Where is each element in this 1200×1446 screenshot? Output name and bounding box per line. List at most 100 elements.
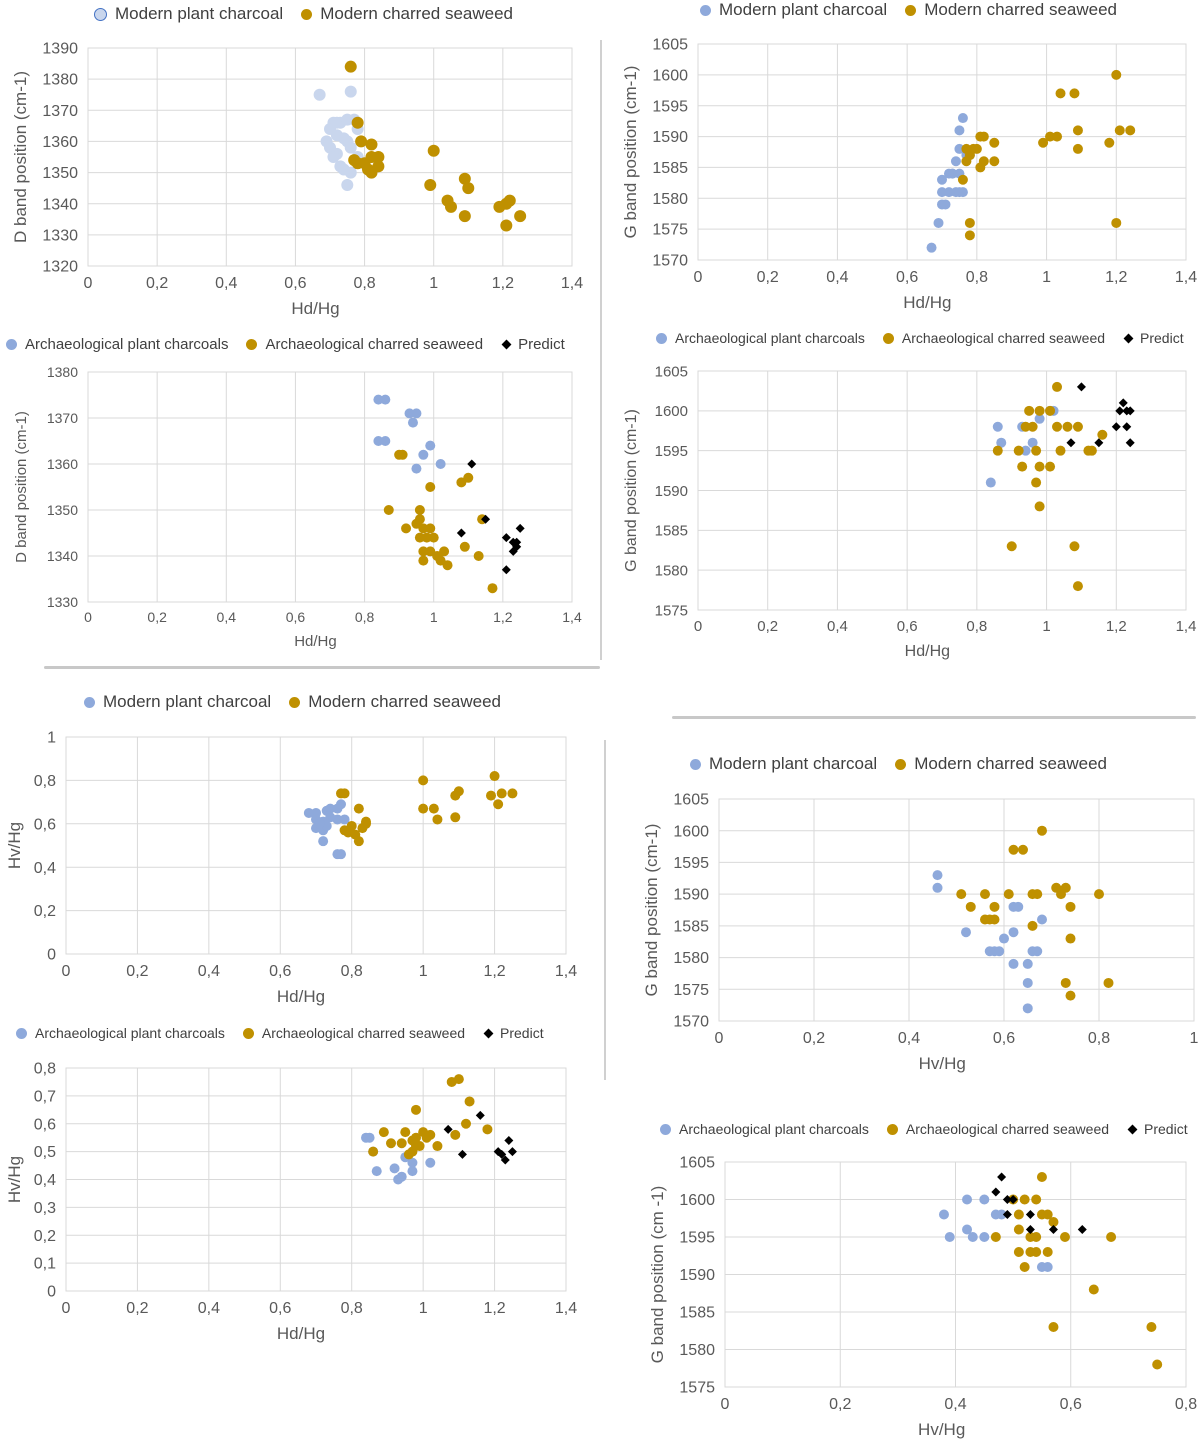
x-tick-label: 0 — [715, 1030, 724, 1047]
y-tick-label: 0,1 — [34, 1256, 56, 1273]
data-point — [407, 1166, 418, 1177]
data-point — [464, 1096, 475, 1107]
data-point — [1045, 131, 1056, 142]
predict-point — [500, 1155, 510, 1165]
legend-item: Archaeological plant charcoals — [6, 336, 228, 353]
data-point — [344, 85, 357, 98]
data-point — [975, 162, 986, 173]
data-point — [1052, 421, 1063, 432]
vertical-divider-top — [600, 40, 602, 660]
horizontal-divider-right — [672, 716, 1196, 719]
legend-item: Archaeological charred seaweed — [882, 330, 1105, 346]
diamond-marker-icon — [1127, 1124, 1138, 1134]
data-point — [990, 1232, 1001, 1242]
y-tick-label: 0,6 — [34, 1116, 56, 1133]
x-tick-label: 1,4 — [555, 1300, 577, 1317]
data-point — [1045, 405, 1056, 416]
data-point — [1094, 889, 1104, 900]
data-point — [371, 1166, 382, 1177]
data-point — [425, 1157, 436, 1168]
y-tick-label: 1570 — [652, 253, 688, 270]
data-point — [992, 421, 1003, 432]
data-point — [365, 138, 378, 151]
predict-point — [1111, 422, 1121, 432]
data-point — [336, 799, 346, 810]
x-tick-label: 1,2 — [483, 1300, 505, 1317]
data-point — [355, 135, 368, 148]
data-point — [489, 771, 500, 782]
legend-item: Predict — [483, 1025, 544, 1041]
data-point — [1072, 125, 1083, 136]
circle-marker-icon — [660, 1123, 671, 1135]
legend: Archaeological plant charcoals Archaeolog… — [660, 1121, 1200, 1137]
x-tick-label: 0 — [84, 275, 93, 292]
data-point — [1006, 541, 1017, 552]
chart-a-svg: 0 0,2 0,4 0,6 0,8 1 1,2 1,4 1320 1330 1340 1350 1360… — [11, 41, 583, 318]
x-tick-label: 0,8 — [966, 269, 988, 286]
x-tick-label: 0,6 — [269, 1300, 291, 1317]
data-point — [496, 788, 507, 799]
y-tick-label: 1585 — [679, 1305, 715, 1322]
legend-label: Modern charred seaweed — [924, 0, 1117, 19]
y-tick-label: 1575 — [652, 222, 688, 239]
y-axis-title: D band position (cm-1) — [13, 411, 30, 563]
y-tick-label: 0,2 — [34, 903, 56, 920]
x-tick-label: 0,4 — [898, 1030, 920, 1047]
y-tick-label: 1380 — [47, 364, 78, 380]
data-point — [1022, 977, 1033, 988]
x-axis-title: Hv/Hg — [918, 1420, 965, 1439]
data-point — [1052, 131, 1063, 142]
legend: Modern plant charcoal Modern charred seaw… — [690, 754, 1125, 774]
x-tick-label: 0,6 — [269, 963, 291, 980]
legend-label: Archaeological plant charcoals — [35, 1025, 225, 1041]
data-point — [397, 449, 408, 460]
predict-point — [515, 523, 525, 533]
x-tick-label: 0,8 — [1175, 1396, 1197, 1413]
circle-marker-icon — [246, 339, 258, 350]
data-point — [1037, 825, 1047, 836]
data-point — [1027, 437, 1038, 448]
horizontal-divider-left — [44, 666, 600, 669]
y-tick-label: 1370 — [47, 410, 78, 426]
predict-point — [1077, 1225, 1087, 1234]
circle-marker-icon — [16, 1027, 27, 1039]
data-point — [994, 946, 1005, 957]
y-tick-label: 1595 — [655, 443, 688, 460]
data-point — [1031, 445, 1042, 456]
x-tick-label: 0 — [62, 963, 71, 980]
data-point — [432, 1141, 443, 1152]
y-tick-label: 1380 — [42, 72, 78, 89]
x-tick-label: 1 — [1042, 269, 1051, 286]
predict-point — [497, 1149, 507, 1159]
chart-d: 0 0,2 0,4 0,6 0,8 1 1,2 1,4 1575 1580 1585 1590 1595… — [0, 0, 1200, 670]
x-tick-label: 0,4 — [826, 269, 848, 286]
data-point — [1013, 1247, 1024, 1257]
data-point — [971, 143, 982, 154]
data-point — [332, 814, 343, 825]
y-tick-label: 1595 — [673, 855, 709, 872]
data-point — [996, 1209, 1007, 1220]
data-point — [344, 166, 357, 179]
data-point — [932, 870, 943, 881]
legend-item: Modern charred seaweed — [905, 0, 1117, 20]
y-tick-label: 0,5 — [34, 1144, 56, 1161]
y-tick-label: 1340 — [47, 548, 78, 564]
data-point — [940, 199, 951, 210]
data-point — [1097, 429, 1108, 440]
data-point — [964, 217, 975, 228]
chart-f: 0 0,2 0,4 0,6 0,8 1 1570 1575 1580 1585 1590 1595 16… — [642, 754, 1199, 1073]
legend: Modern plant charcoal Modern charred seaw… — [700, 0, 1135, 20]
predict-point — [475, 1110, 485, 1120]
legend: Archaeological plant charcoals Archaeolog… — [16, 1025, 562, 1041]
data-point — [1052, 381, 1063, 392]
circle-marker-icon — [905, 4, 917, 16]
x-tick-label: 0 — [694, 269, 703, 286]
predict-point — [1025, 1210, 1035, 1219]
data-point — [500, 219, 513, 232]
x-axis-title: Hd/Hg — [277, 987, 325, 1006]
circle-marker-icon — [895, 758, 907, 770]
data-point — [1065, 990, 1076, 1001]
data-point — [1020, 421, 1031, 432]
